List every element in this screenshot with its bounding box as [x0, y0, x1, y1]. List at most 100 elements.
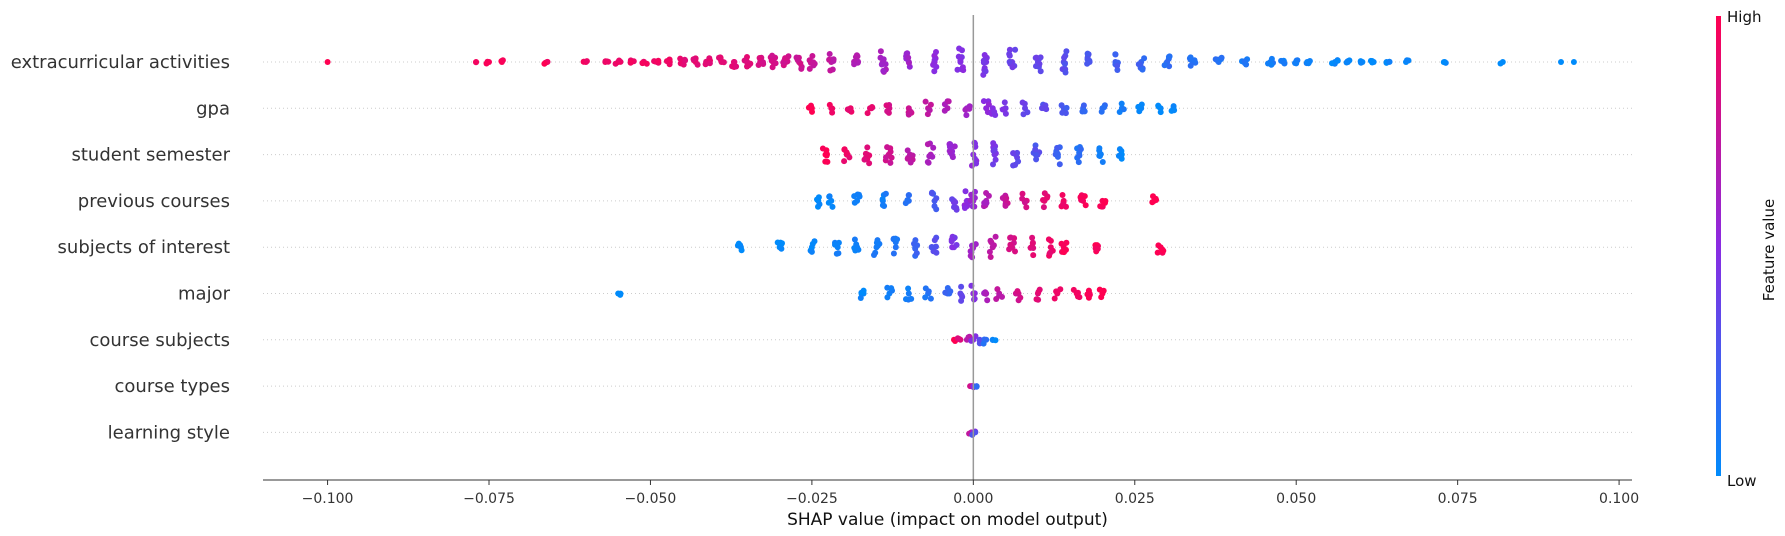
data-point: [822, 158, 829, 165]
data-point: [1063, 239, 1070, 246]
x-tick-label: −0.050: [625, 491, 677, 507]
data-point: [908, 295, 915, 302]
data-point: [1003, 195, 1010, 202]
data-point: [1570, 59, 1577, 65]
data-point: [894, 236, 901, 243]
feature-label: major: [178, 284, 231, 305]
data-point: [963, 112, 970, 119]
data-point: [1102, 198, 1109, 204]
data-point: [809, 240, 816, 247]
data-point: [1029, 240, 1036, 247]
data-point: [616, 57, 623, 64]
data-point: [1112, 51, 1119, 58]
data-point: [824, 151, 830, 158]
data-point: [782, 55, 789, 62]
feature-label: course subjects: [89, 330, 230, 351]
data-point: [1497, 60, 1504, 67]
data-point: [1037, 68, 1044, 75]
data-point: [1135, 103, 1142, 110]
data-point: [981, 52, 988, 58]
data-point: [1033, 54, 1040, 61]
data-point: [953, 204, 960, 211]
data-point: [1010, 150, 1017, 157]
data-point: [902, 200, 909, 207]
data-point: [1096, 147, 1103, 154]
data-point: [862, 150, 869, 157]
feature-label: extracurricular activities: [11, 52, 230, 73]
data-point: [999, 293, 1005, 300]
x-tick-label: 0.100: [1599, 491, 1639, 507]
data-point: [905, 290, 912, 297]
data-point: [1358, 59, 1364, 66]
data-point: [643, 60, 650, 67]
data-point: [992, 156, 999, 163]
data-point: [879, 202, 886, 209]
data-point: [778, 245, 785, 252]
x-tick-label: −0.025: [786, 491, 838, 507]
data-point: [962, 106, 969, 113]
data-point: [1014, 288, 1021, 295]
data-point: [877, 48, 884, 55]
data-point: [892, 244, 899, 251]
data-point: [1012, 46, 1019, 53]
data-point: [956, 45, 963, 52]
feature-label: gpa: [196, 98, 230, 119]
data-point: [1329, 60, 1335, 67]
data-point: [993, 296, 1000, 302]
data-point: [1059, 109, 1066, 116]
data-point: [1033, 156, 1040, 163]
data-point: [827, 67, 834, 74]
data-point: [1009, 64, 1016, 71]
data-point: [1116, 146, 1123, 153]
data-point: [973, 160, 980, 167]
data-point: [829, 109, 836, 116]
data-point: [681, 56, 688, 63]
data-point: [962, 188, 969, 195]
data-point: [1019, 195, 1026, 202]
data-point: [851, 199, 858, 206]
data-point: [880, 67, 887, 74]
data-point: [1030, 245, 1037, 251]
feature-label: student semester: [71, 145, 230, 166]
data-point: [946, 143, 953, 150]
x-tick-label: 0.025: [1115, 491, 1155, 507]
data-point: [1062, 69, 1069, 76]
data-point: [980, 340, 987, 347]
data-point: [819, 145, 826, 152]
data-point: [927, 101, 934, 108]
data-point: [854, 246, 861, 253]
data-point: [985, 101, 992, 108]
data-point: [680, 61, 687, 68]
data-point: [1045, 236, 1052, 243]
data-point: [927, 295, 934, 302]
data-point: [991, 108, 998, 115]
data-point: [903, 296, 909, 303]
data-point: [955, 53, 962, 60]
data-point: [1304, 59, 1311, 65]
data-point: [861, 156, 868, 163]
data-point: [1061, 61, 1068, 67]
data-point: [853, 241, 860, 248]
data-point: [1006, 58, 1013, 65]
data-point: [324, 59, 331, 65]
data-point: [948, 238, 955, 245]
data-point: [857, 295, 864, 301]
data-point: [945, 98, 952, 105]
data-point: [1039, 105, 1045, 112]
data-point: [926, 107, 933, 114]
data-point: [980, 98, 987, 105]
data-point: [1153, 197, 1160, 203]
data-point: [949, 244, 956, 251]
data-point: [794, 56, 801, 63]
data-point: [617, 290, 624, 297]
colorbar-low-label: Low: [1727, 472, 1757, 490]
data-point: [756, 55, 763, 61]
feature-label: previous courses: [78, 191, 230, 212]
data-point: [1187, 62, 1194, 69]
data-point: [1060, 201, 1066, 208]
colorbar: [1716, 16, 1721, 476]
data-point: [1002, 110, 1009, 117]
data-point: [1139, 66, 1146, 73]
colorbar-title: Feature value: [1760, 199, 1778, 301]
data-point: [1077, 146, 1084, 153]
